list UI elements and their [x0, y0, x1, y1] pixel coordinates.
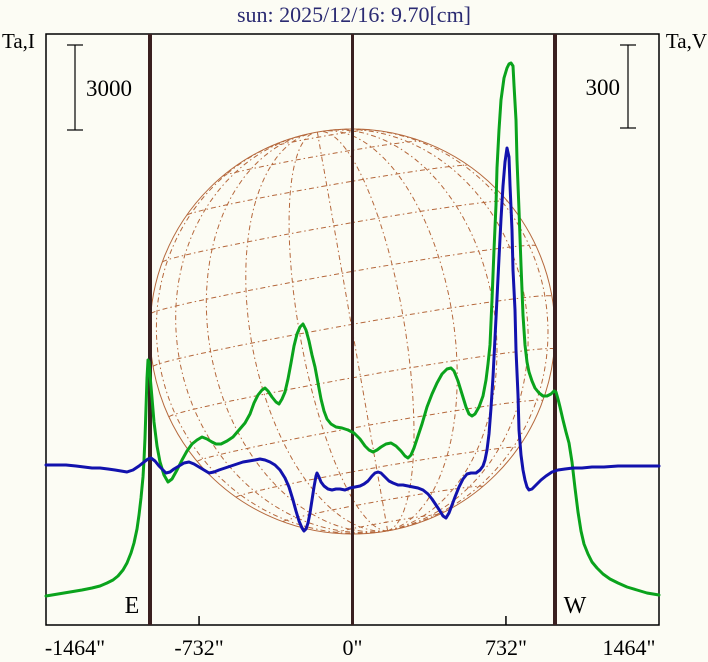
grid-latitude-line [186, 164, 469, 216]
grid-meridian-line [324, 130, 458, 532]
x-tick-label: 732" [485, 635, 527, 660]
grid-meridian-line [205, 133, 388, 533]
grid-latitude-line [161, 200, 508, 263]
x-tick-label: -732" [174, 635, 223, 660]
grid-latitude-line [267, 129, 370, 149]
west-limb-label: W [564, 593, 587, 619]
x-tick-label: 1464" [603, 635, 656, 660]
right-axis-label: Ta,V [666, 29, 707, 53]
intensity-curve [44, 61, 661, 598]
left-axis-label: Ta,I [2, 29, 35, 53]
grid-meridian-line [245, 133, 388, 532]
grid-meridian-line [327, 129, 498, 532]
grid-meridian-line [321, 131, 415, 532]
east-limb-label: E [125, 593, 140, 619]
right-scale-value: 300 [586, 75, 621, 100]
grid-latitude-line [334, 514, 439, 534]
grid-meridian-line [288, 132, 388, 532]
right-scale-bar [620, 44, 636, 129]
left-scale-bar [67, 44, 83, 131]
x-tick-label: 0" [343, 635, 363, 660]
grid-meridian-line [316, 131, 389, 531]
x-tick-label: -1464" [45, 635, 105, 660]
grid-meridian-line [329, 128, 529, 532]
left-scale-value: 3000 [86, 76, 132, 101]
grid-latitude-line [222, 140, 422, 177]
figure-title: sun: 2025/12/16: 9.70[cm] [237, 2, 471, 27]
grid-latitude-line [282, 485, 484, 523]
polarization-curve [44, 146, 661, 533]
grid-latitude-line [150, 244, 537, 314]
